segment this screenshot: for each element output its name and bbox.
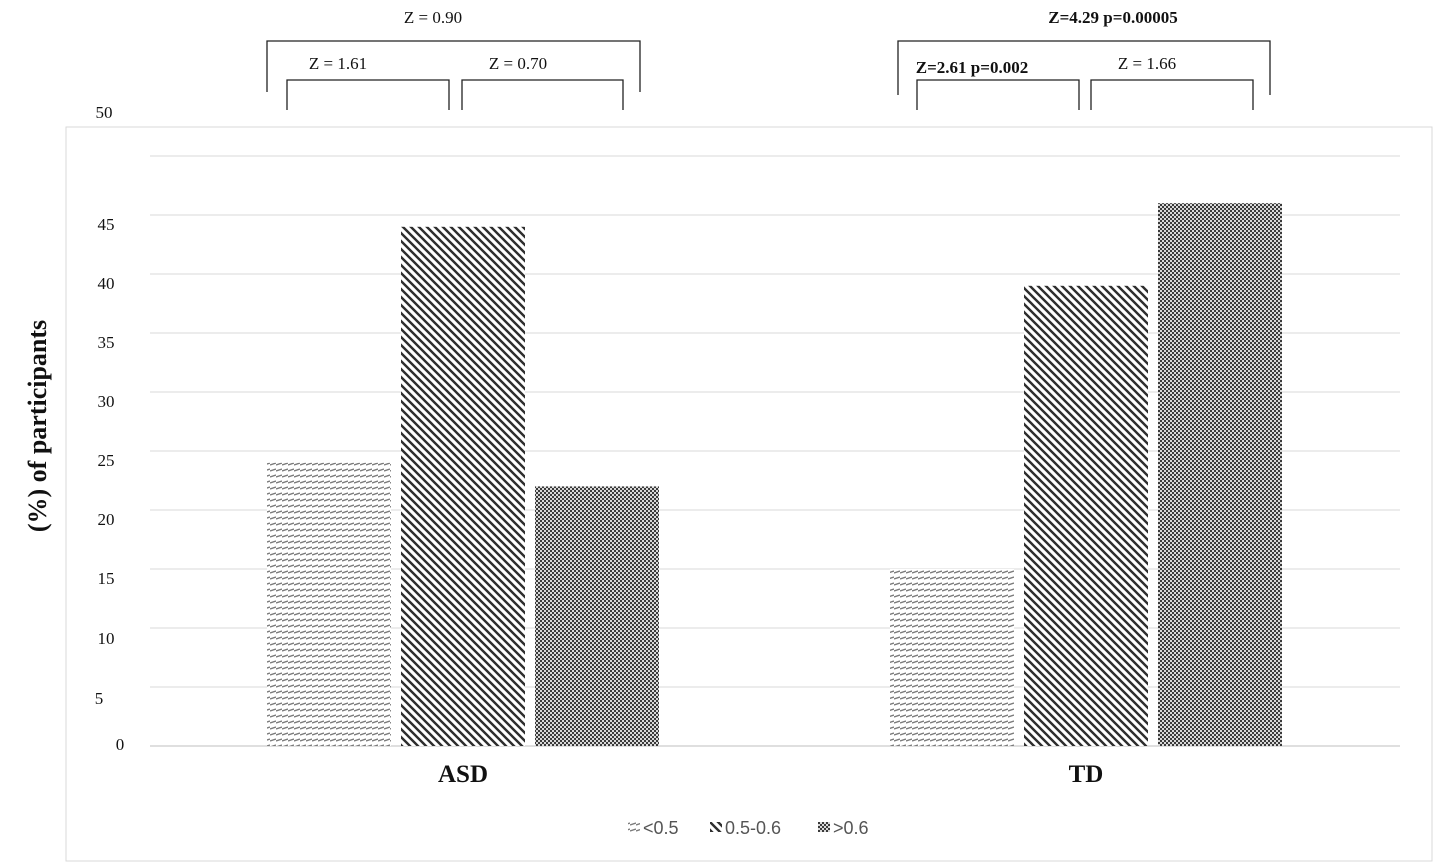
y-tick-label: 40 xyxy=(98,274,115,293)
category-labels: ASD TD xyxy=(438,761,1103,788)
comparison-bracket xyxy=(897,40,1271,95)
comparison-label: Z=2.61 p=0.002 xyxy=(916,58,1028,77)
comparison-bracket xyxy=(266,40,641,92)
comparison-label: Z=4.29 p=0.00005 xyxy=(1048,8,1177,27)
legend: <0.5 0.5-0.6 >0.6 xyxy=(628,818,869,838)
comparison-label: Z = 0.90 xyxy=(404,8,462,27)
legend-swatch xyxy=(710,822,722,832)
comparison-brackets: Z = 1.61 Z = 0.70 Z = 0.90 Z=2.61 p=0.002 Z … xyxy=(266,8,1271,110)
y-tick-label: 35 xyxy=(98,333,115,352)
y-tick-label: 10 xyxy=(98,629,115,648)
y-tick-label: 5 xyxy=(95,689,104,708)
bar-asd-2 xyxy=(401,226,525,747)
y-tick-label: 50 xyxy=(96,103,113,122)
bars xyxy=(267,203,1282,747)
comparison-label: Z = 1.61 xyxy=(309,54,367,73)
comparison-label: Z = 0.70 xyxy=(489,54,547,73)
category-label: TD xyxy=(1069,761,1104,788)
y-tick-label: 20 xyxy=(98,510,115,529)
legend-label: <0.5 xyxy=(643,818,679,838)
comparison-bracket xyxy=(916,79,1080,110)
bar-td-2 xyxy=(1024,285,1148,746)
y-tick-label: 30 xyxy=(98,392,115,411)
comparison-bracket xyxy=(1090,79,1254,110)
legend-swatch xyxy=(818,822,830,832)
bar-td-1 xyxy=(890,569,1014,746)
bar-td-3 xyxy=(1158,203,1282,746)
bar-asd-3 xyxy=(535,486,659,746)
y-tick-label: 25 xyxy=(98,451,115,470)
comparison-label: Z = 1.66 xyxy=(1118,54,1176,73)
legend-label: >0.6 xyxy=(833,818,869,838)
y-tick-labels: 0 5 10 15 20 25 30 35 40 45 50 xyxy=(95,103,125,754)
legend-swatch xyxy=(628,822,640,832)
category-label: ASD xyxy=(438,761,488,788)
y-tick-label: 0 xyxy=(116,735,125,754)
y-axis-label: (%) of participants xyxy=(23,320,52,532)
comparison-bracket xyxy=(461,79,624,110)
comparison-bracket xyxy=(286,79,450,110)
bar-asd-1 xyxy=(267,462,391,746)
plot-frame xyxy=(65,126,1433,862)
y-tick-label: 45 xyxy=(98,215,115,234)
y-tick-label: 15 xyxy=(98,569,115,588)
legend-label: 0.5-0.6 xyxy=(725,818,781,838)
